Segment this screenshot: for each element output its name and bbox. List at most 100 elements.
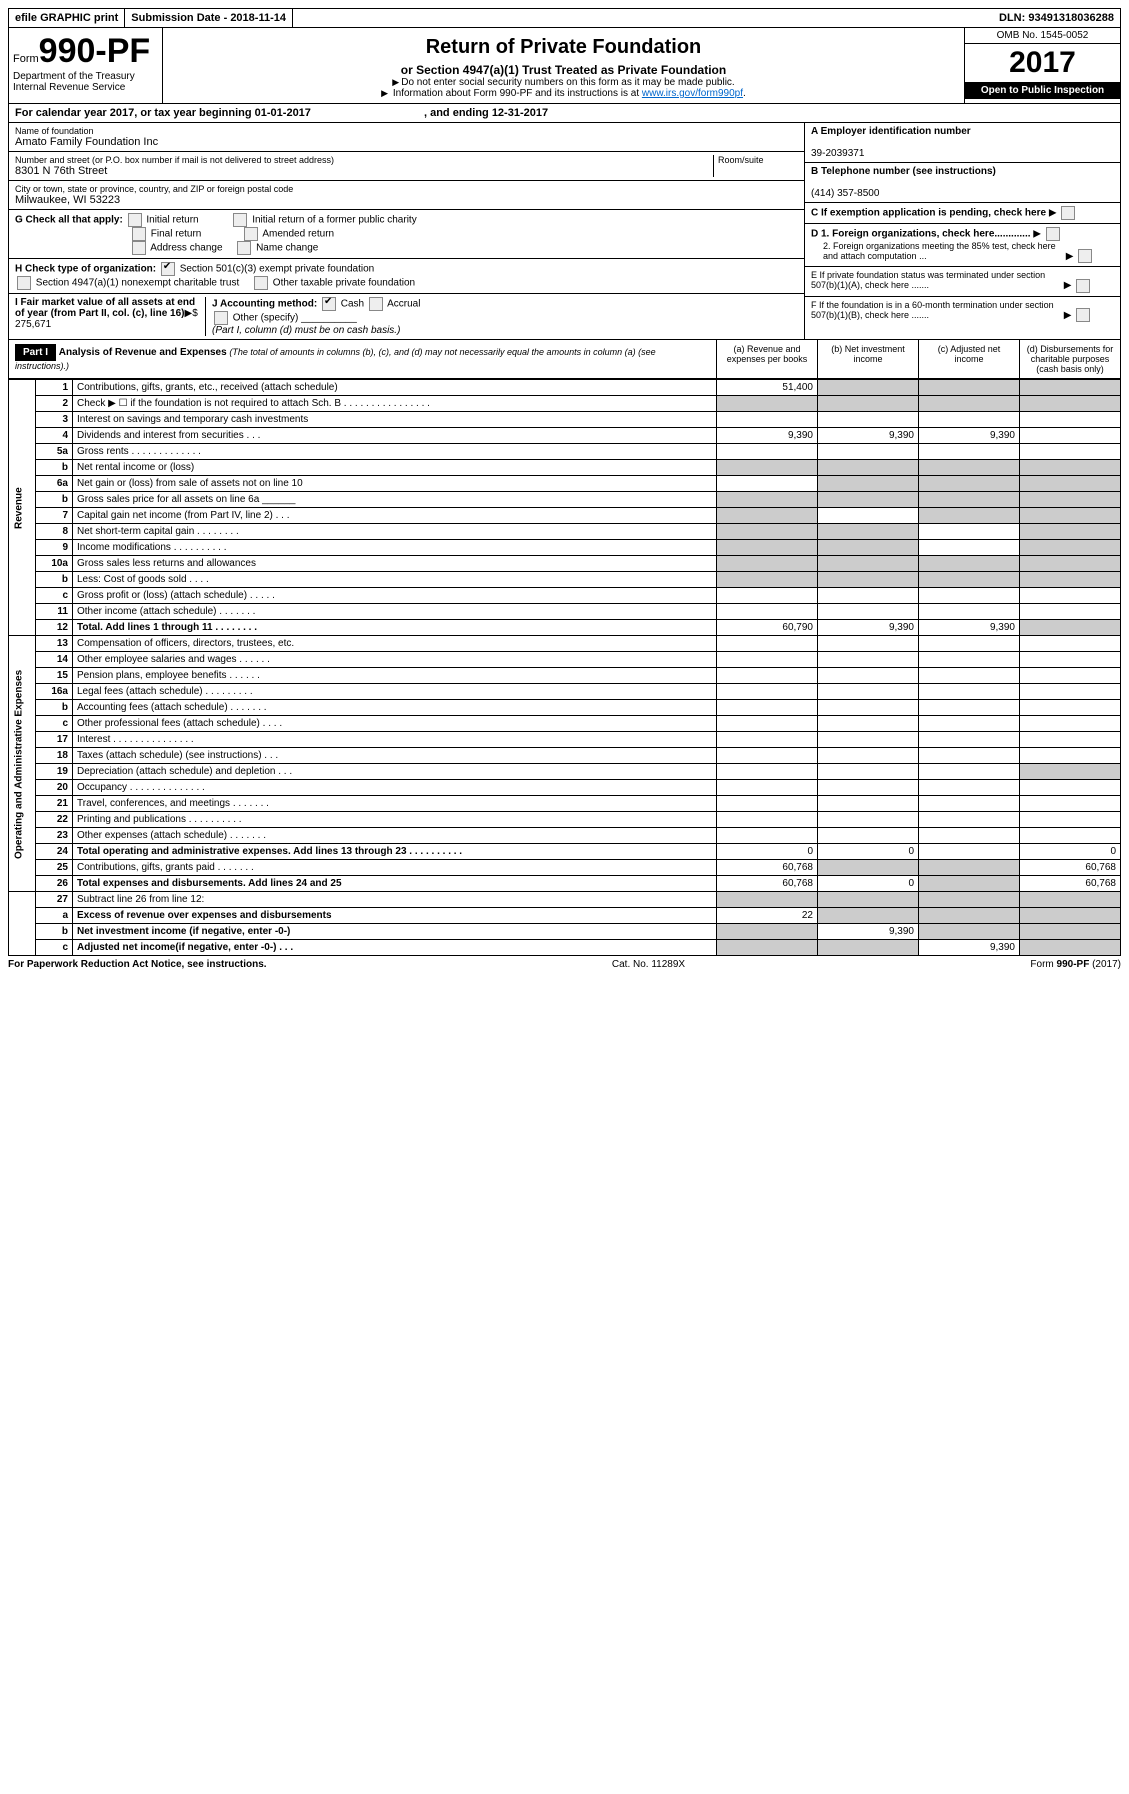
cell-a [717, 780, 818, 796]
checkbox-f[interactable] [1076, 308, 1090, 322]
col-c-header: (c) Adjusted net income [918, 340, 1019, 378]
checkbox-c[interactable] [1061, 206, 1075, 220]
checkbox-accrual[interactable] [369, 297, 383, 311]
j-cash: Cash [341, 299, 364, 310]
cell-a: 51,400 [717, 380, 818, 396]
section-d: D 1. Foreign organizations, check here..… [805, 224, 1120, 267]
line-number: 16a [36, 684, 73, 700]
table-row: cGross profit or (loss) (attach schedule… [9, 588, 1121, 604]
page-footer: For Paperwork Reduction Act Notice, see … [8, 956, 1121, 973]
checkbox-addr-change[interactable] [132, 241, 146, 255]
table-row: bNet investment income (if negative, ent… [9, 924, 1121, 940]
table-row: 3Interest on savings and temporary cash … [9, 412, 1121, 428]
cell-a [717, 540, 818, 556]
line-number: b [36, 460, 73, 476]
line-number: c [36, 588, 73, 604]
cell-a [717, 668, 818, 684]
table-row: cAdjusted net income(if negative, enter … [9, 940, 1121, 956]
section-label: Revenue [9, 380, 36, 636]
cell-d [1020, 428, 1121, 444]
table-row: 15Pension plans, employee benefits . . .… [9, 668, 1121, 684]
cell-b [818, 476, 919, 492]
cell-a [717, 684, 818, 700]
cell-b [818, 380, 919, 396]
cell-b [818, 444, 919, 460]
g-initial-former: Initial return of a former public charit… [252, 215, 417, 226]
cell-c [919, 780, 1020, 796]
cell-d [1020, 572, 1121, 588]
cell-b [818, 652, 919, 668]
cell-d [1020, 556, 1121, 572]
form-header: Form 990-PF Department of the Treasury I… [8, 28, 1121, 104]
line-number: 13 [36, 636, 73, 652]
cell-a [717, 796, 818, 812]
section-e: E If private foundation status was termi… [805, 267, 1120, 296]
line-number: 4 [36, 428, 73, 444]
form-id-block: Form 990-PF Department of the Treasury I… [9, 28, 163, 103]
checkbox-d1[interactable] [1046, 227, 1060, 241]
cell-b [818, 908, 919, 924]
part1-table: Revenue1Contributions, gifts, grants, et… [8, 379, 1121, 956]
g-final: Final return [151, 229, 202, 240]
e-label: E If private foundation status was termi… [811, 270, 1061, 290]
cell-c: 9,390 [919, 940, 1020, 956]
cell-d [1020, 940, 1121, 956]
cell-d [1020, 460, 1121, 476]
checkbox-other-taxable[interactable] [254, 276, 268, 290]
table-row: 9Income modifications . . . . . . . . . … [9, 540, 1121, 556]
table-row: bAccounting fees (attach schedule) . . .… [9, 700, 1121, 716]
cell-d [1020, 908, 1121, 924]
table-row: 4Dividends and interest from securities … [9, 428, 1121, 444]
cell-d [1020, 540, 1121, 556]
line-desc: Total operating and administrative expen… [73, 844, 717, 860]
j-other: Other (specify) [233, 313, 299, 324]
irs-line: Internal Revenue Service [13, 82, 158, 93]
line-number: 1 [36, 380, 73, 396]
cell-d [1020, 492, 1121, 508]
foundation-city: Milwaukee, WI 53223 [15, 194, 798, 206]
checkbox-501c3[interactable] [161, 262, 175, 276]
line-number: 21 [36, 796, 73, 812]
checkbox-final[interactable] [132, 227, 146, 241]
checkbox-d2[interactable] [1078, 249, 1092, 263]
table-row: 8Net short-term capital gain . . . . . .… [9, 524, 1121, 540]
checkbox-cash[interactable] [322, 297, 336, 311]
line-number: 25 [36, 860, 73, 876]
checkbox-initial[interactable] [128, 213, 142, 227]
f-label: F If the foundation is in a 60-month ter… [811, 300, 1061, 320]
part1-header-row: Part I Analysis of Revenue and Expenses … [8, 340, 1121, 379]
line-desc: Net short-term capital gain . . . . . . … [73, 524, 717, 540]
line-desc: Net rental income or (loss) [73, 460, 717, 476]
table-row: 23Other expenses (attach schedule) . . .… [9, 828, 1121, 844]
checkbox-name-change[interactable] [237, 241, 251, 255]
line-number: 24 [36, 844, 73, 860]
cell-c [919, 844, 1020, 860]
checkbox-amended[interactable] [244, 227, 258, 241]
line-desc: Travel, conferences, and meetings . . . … [73, 796, 717, 812]
foundation-name-cell: Name of foundation Amato Family Foundati… [9, 123, 804, 152]
checkbox-initial-former[interactable] [233, 213, 247, 227]
d2-label: 2. Foreign organizations meeting the 85%… [823, 241, 1063, 261]
top-bar: efile GRAPHIC print Submission Date - 20… [8, 8, 1121, 28]
cell-c [919, 748, 1020, 764]
cell-a: 60,790 [717, 620, 818, 636]
instructions-link[interactable]: www.irs.gov/form990pf [642, 88, 743, 99]
checkbox-other-method[interactable] [214, 311, 228, 325]
addr-label: Number and street (or P.O. box number if… [15, 155, 713, 165]
foundation-address: 8301 N 76th Street [15, 165, 713, 177]
cell-a [717, 492, 818, 508]
form-title-block: Return of Private Foundation or Section … [163, 28, 964, 103]
line-desc: Capital gain net income (from Part IV, l… [73, 508, 717, 524]
cell-c [919, 380, 1020, 396]
cell-d [1020, 524, 1121, 540]
line-number: 18 [36, 748, 73, 764]
checkbox-4947[interactable] [17, 276, 31, 290]
checkbox-e[interactable] [1076, 279, 1090, 293]
cell-b [818, 796, 919, 812]
cell-d [1020, 780, 1121, 796]
line-number: 22 [36, 812, 73, 828]
line-desc: Gross sales price for all assets on line… [73, 492, 717, 508]
cell-d [1020, 588, 1121, 604]
cell-a [717, 764, 818, 780]
g-name: Name change [256, 243, 318, 254]
